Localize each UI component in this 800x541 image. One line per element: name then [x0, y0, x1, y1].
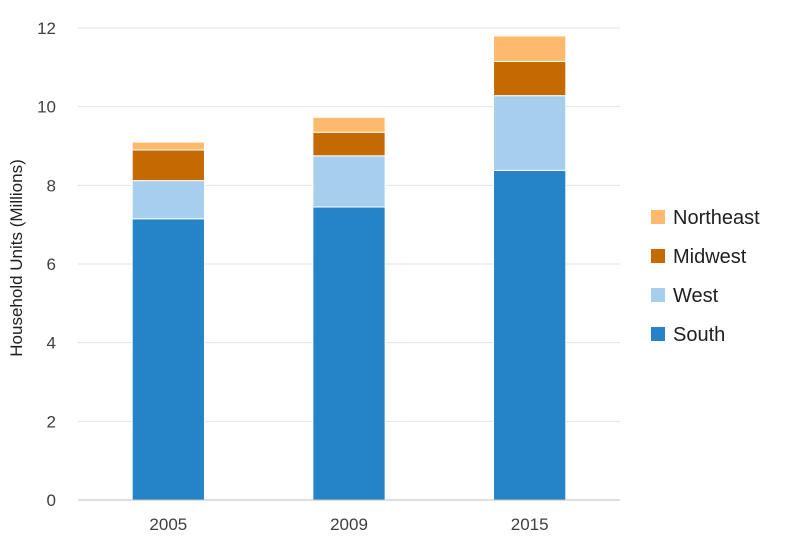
legend-label-northeast: Northeast: [673, 207, 760, 229]
bar-segment-south-2015: [493, 169, 567, 501]
y-tick-label: 4: [47, 334, 56, 353]
legend-label-west: West: [673, 285, 719, 307]
x-tick-label: 2005: [149, 515, 187, 534]
bars: [131, 35, 567, 501]
y-tick-label: 8: [47, 176, 56, 195]
y-tick-label: 0: [47, 491, 56, 510]
bar-segment-south-2009: [312, 206, 386, 501]
x-axis-ticks: 2005 2009 2015: [149, 515, 548, 534]
bar-segment-northeast-2015: [493, 35, 567, 62]
bar-segment-west-2015: [493, 95, 567, 171]
legend: Northeast Midwest West South: [651, 207, 760, 346]
bar-segment-midwest-2005: [131, 149, 205, 182]
y-axis-ticks: 0 2 4 6 8 10 12: [37, 19, 56, 510]
x-tick-label: 2015: [511, 515, 549, 534]
bar-segment-west-2009: [312, 155, 386, 208]
legend-swatch-midwest: [651, 249, 665, 263]
bar-segment-northeast-2009: [312, 116, 386, 133]
legend-swatch-south: [651, 327, 665, 341]
y-axis-label: Household Units (Millions): [7, 159, 26, 356]
y-tick-label: 10: [37, 98, 56, 117]
legend-label-midwest: Midwest: [673, 246, 747, 268]
bar-segment-west-2005: [131, 180, 205, 220]
y-tick-label: 6: [47, 255, 56, 274]
bar-segment-south-2005: [131, 218, 205, 501]
y-tick-label: 2: [47, 412, 56, 431]
y-tick-label: 12: [37, 19, 56, 38]
legend-label-south: South: [673, 324, 725, 346]
bar-segment-northeast-2005: [131, 141, 205, 151]
x-tick-label: 2009: [330, 515, 368, 534]
bar-segment-midwest-2015: [493, 60, 567, 97]
legend-swatch-northeast: [651, 210, 665, 224]
legend-swatch-west: [651, 288, 665, 302]
bar-segment-midwest-2009: [312, 131, 386, 157]
